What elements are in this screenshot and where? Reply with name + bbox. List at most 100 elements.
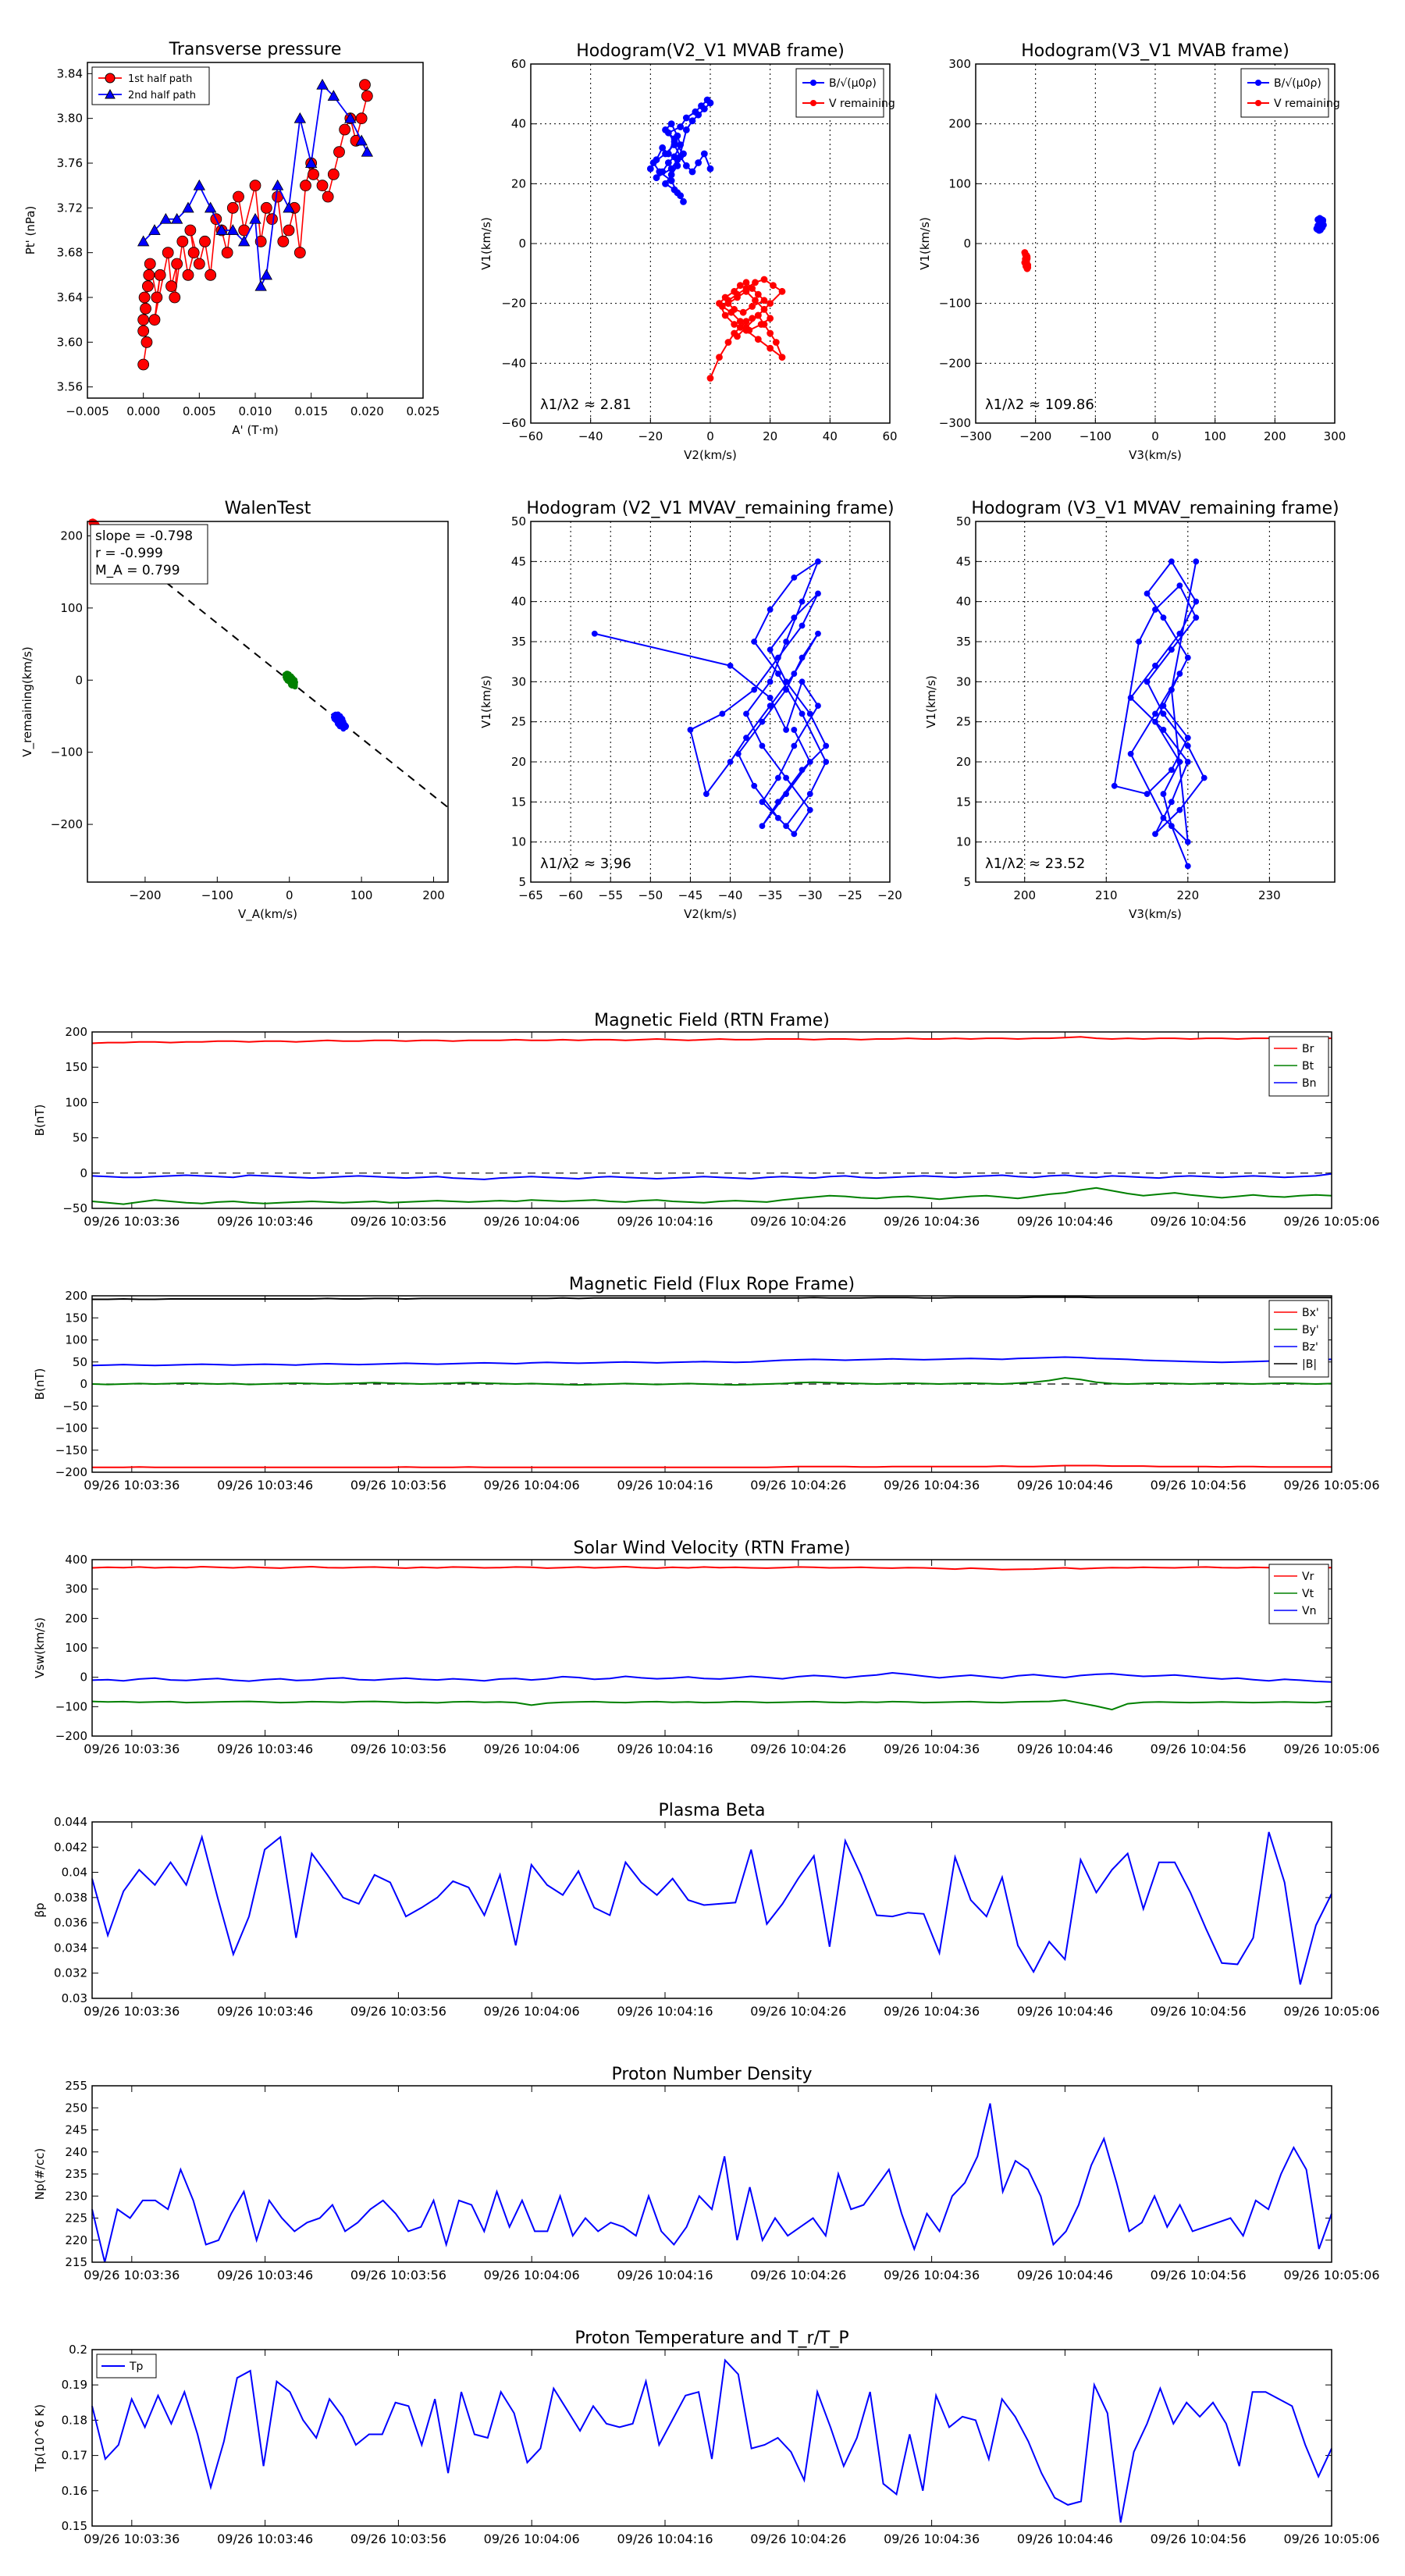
data-point <box>204 201 217 213</box>
x-tick-label: 09/26 10:04:36 <box>884 2004 980 2019</box>
data-point <box>799 622 806 629</box>
data-point <box>700 150 708 158</box>
plot-frame-hodo4 <box>975 521 1336 883</box>
data-point <box>791 742 798 749</box>
data-point <box>1168 823 1175 830</box>
y-tick-label: 50 <box>73 1355 87 1369</box>
x-tick-label: 09/26 10:03:56 <box>350 1478 446 1493</box>
x-tick-label: 0 <box>706 429 714 443</box>
data-point <box>742 318 750 326</box>
data-point <box>159 212 173 224</box>
data-point <box>760 297 768 304</box>
data-point <box>137 235 150 247</box>
y-tick-label: −100 <box>51 745 83 760</box>
x-tick-label: −50 <box>638 888 663 902</box>
y-tick-label: 0.16 <box>62 2484 87 2498</box>
data-point <box>1152 662 1158 669</box>
x-tick-label: 09/26 10:04:56 <box>1151 1742 1247 1756</box>
data-point <box>706 165 714 173</box>
data-point <box>137 325 150 337</box>
data-point <box>783 686 790 693</box>
x-tick-label: 09/26 10:04:06 <box>484 1478 580 1493</box>
series-line-Bn <box>91 1172 1332 1180</box>
data-point <box>743 735 749 742</box>
data-point <box>1160 791 1167 797</box>
data-point <box>327 168 340 180</box>
data-point <box>791 614 798 621</box>
data-point <box>687 727 694 733</box>
data-point <box>674 132 681 140</box>
y-tick-label: 3.56 <box>57 380 83 394</box>
y-tick-label: 60 <box>511 57 526 71</box>
data-point <box>1144 791 1151 797</box>
data-point <box>682 114 690 122</box>
data-point <box>254 235 267 247</box>
data-point <box>706 375 714 382</box>
y-tick-label: 30 <box>956 674 971 688</box>
series-line-By' <box>91 1377 1332 1386</box>
data-point <box>742 285 750 292</box>
data-point <box>205 269 217 281</box>
x-tick-label: −25 <box>838 888 863 902</box>
data-point <box>283 224 295 237</box>
y-axis-label: Tp(10^6 K) <box>33 2404 47 2472</box>
x-tick-label: 60 <box>882 429 897 443</box>
x-tick-label: 09/26 10:04:26 <box>750 2268 846 2282</box>
data-point <box>806 791 813 797</box>
legend-label: 1st half path <box>128 73 192 85</box>
y-tick-label: 0.17 <box>62 2449 87 2463</box>
y-tick-label: 15 <box>956 795 971 809</box>
data-point <box>791 671 798 677</box>
x-tick-label: 0 <box>286 888 293 902</box>
x-tick-label: 210 <box>1095 888 1118 902</box>
x-tick-label: 09/26 10:04:36 <box>884 1742 980 1756</box>
chart-title: Plasma Beta <box>659 1801 766 1820</box>
data-point <box>1176 806 1183 813</box>
x-tick-label: 09/26 10:04:26 <box>750 2532 846 2546</box>
data-point <box>141 280 154 293</box>
x-tick-label: 09/26 10:04:16 <box>617 2268 713 2282</box>
x-tick-label: 09/26 10:04:06 <box>484 2004 580 2019</box>
x-tick-label: 09/26 10:04:16 <box>617 2004 713 2019</box>
plot-frame-hodo3 <box>530 521 891 883</box>
data-point <box>187 247 200 259</box>
y-tick-label: −200 <box>55 1465 87 1479</box>
data-point <box>591 630 598 637</box>
data-point <box>1168 686 1175 693</box>
data-point <box>1160 814 1167 821</box>
data-point <box>754 290 762 298</box>
data-point <box>316 180 329 192</box>
x-tick-label: 09/26 10:04:46 <box>1017 1214 1113 1229</box>
data-point <box>260 201 272 214</box>
data-point <box>1168 646 1175 653</box>
legend-label: V remaining <box>829 98 895 110</box>
y-tick-label: −200 <box>51 817 83 831</box>
data-point <box>176 235 189 247</box>
x-tick-label: 09/26 10:05:06 <box>1283 2532 1379 2546</box>
x-tick-label: 0.005 <box>183 404 216 418</box>
x-tick-label: 09/26 10:03:36 <box>84 1214 180 1229</box>
data-point <box>767 315 774 322</box>
data-point <box>806 759 813 765</box>
data-point <box>662 180 669 187</box>
data-point <box>1160 727 1167 733</box>
chart-title: Solar Wind Velocity (RTN Frame) <box>574 1539 851 1558</box>
y-tick-label: 200 <box>948 117 971 131</box>
legend-label: Bt <box>1302 1060 1314 1073</box>
data-point <box>677 153 685 161</box>
y-tick-label: 20 <box>956 755 971 769</box>
x-tick-label: 09/26 10:03:36 <box>84 1742 180 1756</box>
data-point <box>727 662 734 669</box>
x-tick-label: 0.015 <box>294 404 328 418</box>
y-tick-label: 3.80 <box>57 112 83 126</box>
y-tick-label: 40 <box>511 595 526 609</box>
data-point <box>254 279 267 291</box>
legend-label: |B| <box>1302 1358 1317 1371</box>
data-point <box>815 590 821 597</box>
data-point <box>778 354 786 361</box>
data-point <box>1152 718 1158 725</box>
data-point <box>1152 831 1158 838</box>
x-tick-label: −40 <box>578 429 603 443</box>
lambda-annotation: λ1/λ2 ≈ 23.52 <box>985 856 1085 872</box>
